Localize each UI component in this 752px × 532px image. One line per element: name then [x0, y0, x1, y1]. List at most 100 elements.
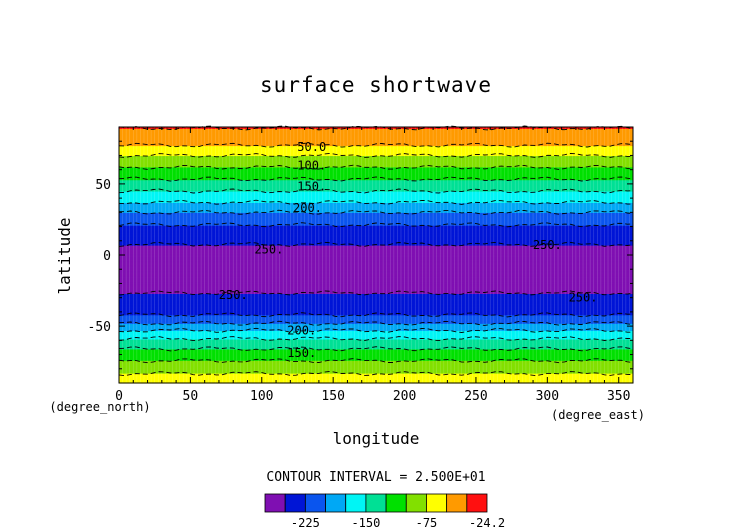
color-band — [119, 169, 633, 172]
x-tick-label: 150 — [321, 389, 344, 404]
color-band — [119, 162, 633, 165]
color-band — [119, 347, 633, 350]
colorbar-swatch — [304, 493, 326, 513]
color-bands — [119, 127, 633, 384]
color-band — [119, 144, 633, 147]
color-band — [119, 188, 633, 191]
color-band — [119, 213, 633, 216]
color-band — [119, 289, 633, 292]
y-axis-unit: (degree_north) — [49, 400, 150, 414]
color-band — [119, 232, 633, 235]
color-band — [119, 227, 633, 230]
plot-area: 50.0 100. 150. 200. 250. 250. 250. 250. 200. 150. — [118, 125, 634, 384]
color-band — [119, 314, 633, 317]
color-band — [119, 351, 633, 354]
color-band — [119, 156, 633, 159]
color-band — [119, 252, 633, 255]
contour-label: 150. — [297, 180, 326, 194]
color-band — [119, 279, 633, 282]
x-tick-label: 250 — [464, 389, 487, 404]
color-band — [119, 152, 633, 155]
color-band — [119, 168, 633, 171]
x-axis: 0 50 100 150 200 250 300 350 — [115, 127, 630, 404]
contour-label: 200. — [287, 323, 316, 337]
contour-labels: 50.0 100. 150. 200. 250. 250. 250. 250. 200. 150. — [219, 140, 598, 360]
color-band — [119, 309, 633, 312]
color-band — [119, 210, 633, 213]
x-tick-label: 100 — [250, 389, 273, 404]
color-band — [119, 336, 633, 339]
color-band — [119, 245, 633, 248]
color-band — [119, 294, 633, 297]
color-band — [119, 195, 633, 198]
color-band — [119, 165, 633, 168]
color-band — [119, 255, 633, 258]
contour-label: 50.0 — [297, 140, 326, 154]
contour-line — [118, 152, 634, 158]
color-band — [119, 338, 633, 341]
contour-label: 150. — [287, 346, 316, 360]
color-band — [119, 249, 633, 252]
color-band — [119, 313, 633, 316]
color-band — [119, 273, 633, 276]
contour-label: 250. — [569, 291, 598, 305]
color-band — [119, 139, 633, 142]
color-band — [119, 267, 633, 270]
color-band — [119, 185, 633, 188]
color-band — [119, 175, 633, 178]
color-band — [119, 237, 633, 240]
color-band — [119, 218, 633, 221]
color-band — [119, 193, 633, 196]
color-band — [119, 151, 633, 154]
color-band — [119, 326, 633, 329]
color-band — [119, 276, 633, 279]
color-band — [119, 374, 633, 377]
contour-line — [118, 336, 634, 342]
contour-label: 250. — [533, 238, 562, 252]
color-band — [119, 307, 633, 310]
contour-line — [119, 209, 634, 215]
colorbar-tick-label: -24.2 — [469, 516, 505, 530]
x-axis-label: longitude — [333, 429, 420, 448]
color-band — [119, 363, 633, 366]
color-band — [119, 146, 633, 149]
color-band — [119, 269, 633, 272]
color-band — [119, 199, 633, 202]
contour-line — [118, 176, 634, 182]
color-band — [119, 321, 633, 324]
color-band — [119, 330, 633, 333]
color-band — [119, 148, 633, 151]
color-band — [119, 296, 633, 299]
contour-line — [118, 241, 634, 247]
color-band — [119, 320, 633, 323]
y-tick-label: 0 — [103, 249, 111, 264]
color-band — [119, 183, 633, 186]
contour-line — [118, 312, 634, 318]
color-band — [119, 166, 633, 169]
color-band — [119, 149, 633, 152]
color-band — [119, 138, 633, 141]
color-band — [119, 256, 633, 259]
color-band — [119, 259, 633, 262]
colorbar-swatch — [405, 493, 427, 513]
color-band — [119, 368, 633, 371]
colorbar-swatch — [426, 493, 448, 513]
contour-line — [118, 222, 634, 228]
color-band — [119, 341, 633, 344]
x-tick-label: 0 — [115, 389, 123, 404]
color-band — [119, 250, 633, 253]
color-band — [119, 182, 633, 185]
color-band — [119, 378, 633, 381]
color-band — [119, 178, 633, 181]
contour-line — [118, 346, 634, 352]
color-band — [119, 299, 633, 302]
x-tick-label: 300 — [536, 389, 559, 404]
color-band — [119, 344, 633, 347]
color-band — [119, 229, 633, 232]
colorbar-swatch — [365, 493, 387, 513]
color-band — [119, 360, 633, 363]
color-band — [119, 186, 633, 189]
color-band — [119, 337, 633, 340]
color-band — [119, 355, 633, 358]
